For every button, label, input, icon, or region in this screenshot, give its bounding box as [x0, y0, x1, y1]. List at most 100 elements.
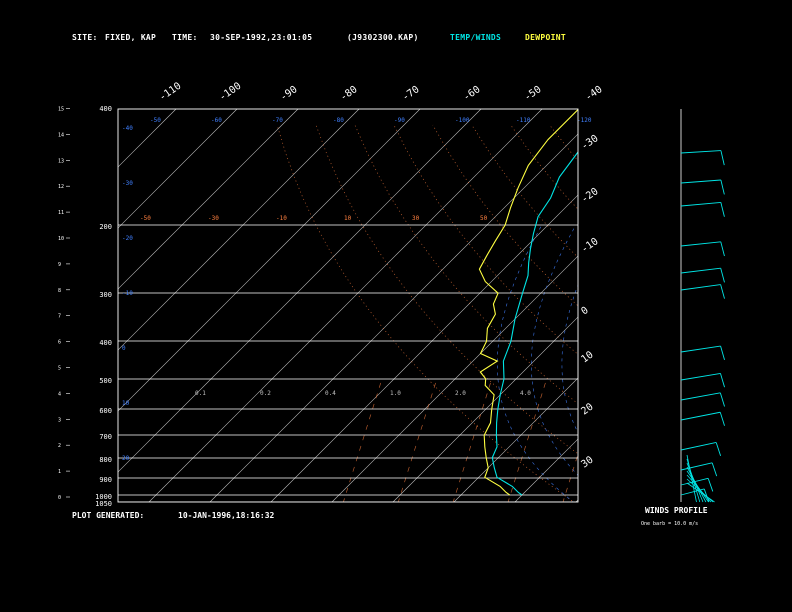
dewpoint-trace [478, 109, 578, 496]
time-label: TIME: [172, 33, 198, 42]
inline-isotherm-label: -50 [150, 117, 161, 124]
right-temp-label: 30 [579, 455, 595, 471]
inline-isotherm-label: -120 [577, 117, 592, 124]
moist-adiabat-label: -40 [122, 125, 133, 132]
isotherm-line [514, 438, 578, 502]
dry-adiabat-label: -10 [276, 215, 287, 222]
isotherm-line [270, 194, 578, 502]
height-tick-label: 0 [58, 495, 61, 501]
moist-adiabat-label: -10 [122, 290, 133, 297]
height-tick-label: 7 [58, 314, 61, 320]
wind-barb-surface [686, 474, 712, 503]
height-tick-label: 10 [58, 236, 64, 242]
mixing-ratio-label: 0.4 [325, 390, 336, 397]
right-temp-label: 0 [579, 305, 590, 317]
isotherm-line [118, 109, 482, 473]
moist-adiabat [561, 284, 578, 434]
moist-adiabat [699, 225, 792, 503]
pressure-tick-label: 200 [99, 223, 112, 231]
mixing-ratio-line [618, 379, 657, 503]
height-tick-label: 11 [58, 210, 64, 216]
wind-barb-staff [680, 241, 721, 247]
height-tick-label: 5 [58, 366, 61, 372]
plot-area [0, 109, 792, 503]
pressure-tick-label: 300 [99, 291, 112, 299]
winds-profile-title: WINDS PROFILE [645, 506, 708, 515]
top-temp-label: -60 [461, 84, 482, 103]
wind-barb-flag [720, 202, 725, 217]
wind-barb-staff [680, 411, 721, 421]
pressure-tick-label: 600 [99, 407, 112, 415]
winds-profile-note: One barb = 10.0 m/s [641, 521, 699, 527]
pressure-tick-label: 800 [99, 456, 112, 464]
wind-barb-staff [680, 179, 721, 184]
dry-adiabat [393, 124, 578, 355]
mixing-ratio-line [672, 379, 711, 503]
wind-barb-flag [707, 478, 714, 492]
height-tick-label: 14 [58, 132, 64, 138]
site-label: SITE: [72, 33, 98, 42]
wind-barb-flag [715, 442, 722, 457]
plot-generated-label: PLOT GENERATED: [72, 511, 145, 520]
mixing-ratio-label: 0.1 [195, 390, 206, 397]
inline-isotherm-label: -60 [211, 117, 222, 124]
top-temp-label: -70 [400, 84, 421, 103]
dry-adiabat [705, 125, 792, 503]
wind-barb-flag [711, 462, 718, 477]
pressure-tick-label: 700 [99, 433, 112, 441]
inline-isotherm-label: -70 [272, 117, 283, 124]
wind-barb-staff [680, 345, 721, 353]
dry-adiabat [354, 124, 578, 405]
wind-barb-staff [680, 442, 717, 451]
moist-adiabat [660, 225, 792, 503]
height-tick-label: 8 [58, 288, 61, 294]
plot-frame [117, 108, 579, 503]
dry-adiabat-label: -30 [208, 215, 219, 222]
pressure-tick-label: 1000 [95, 493, 112, 501]
sounding-file: (J9302300.KAP) [347, 33, 419, 42]
moist-adiabat [680, 225, 792, 503]
height-tick-label: 1 [58, 469, 61, 475]
right-temp-label: 20 [579, 402, 595, 418]
right-temp-label: 10 [579, 350, 595, 366]
inline-isotherm-label: -90 [394, 117, 405, 124]
pressure-tick-label: 400 [99, 105, 112, 113]
wind-barb-flag [720, 345, 725, 361]
inline-isotherm-label: -100 [455, 117, 470, 124]
dry-adiabat [628, 125, 792, 503]
isotherm-line [0, 109, 54, 502]
moist-adiabat [530, 225, 578, 476]
wind-barb-flag [720, 241, 725, 257]
isotherm-line [575, 499, 578, 502]
right-temp-label: -10 [579, 236, 600, 255]
isotherm-line [148, 109, 543, 502]
moist-adiabat [735, 225, 792, 503]
isotherm-line [209, 133, 578, 502]
wind-barb-staff [680, 201, 721, 207]
moist-adiabat [752, 225, 792, 503]
mixing-ratio-line [727, 379, 766, 503]
mixing-ratio-line [452, 378, 493, 502]
wind-barb-surface [686, 470, 709, 503]
dry-adiabat [783, 125, 792, 503]
wind-barb-surface [686, 482, 715, 503]
isotherm-line [392, 316, 578, 502]
dry-adiabat [589, 125, 792, 503]
moist-adiabat-label: 20 [122, 455, 130, 462]
temperature-trace [491, 151, 578, 496]
top-temp-label: -90 [278, 84, 299, 103]
mixing-ratio-label: 2.0 [455, 390, 466, 397]
top-temp-label: -80 [338, 84, 359, 103]
mixing-ratio-line [562, 452, 578, 502]
wind-barb-staff [680, 392, 721, 401]
pressure-tick-label: 1050 [95, 500, 112, 508]
pressure-tick-label: 400 [99, 339, 112, 347]
mixing-ratio-line [507, 378, 548, 502]
mixing-ratio-label: 0.2 [260, 390, 271, 397]
mixing-ratio-label: 4.0 [520, 390, 531, 397]
dry-adiabat [510, 124, 578, 210]
wind-barb-staff [680, 150, 721, 154]
wind-barb-flag [703, 488, 710, 503]
top-temp-label: -100 [217, 81, 243, 104]
legend-temp: TEMP/WINDS [450, 33, 502, 42]
